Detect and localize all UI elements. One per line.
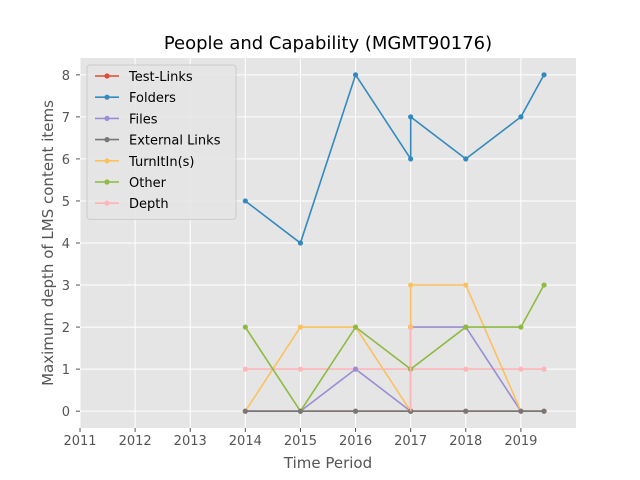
legend-box [86, 64, 237, 220]
legend-label: External Links [129, 134, 221, 149]
legend-item-files: Files [95, 112, 158, 127]
legend-label: Folders [129, 91, 176, 106]
series-line-folders [244, 72, 545, 245]
data-point-folders [518, 114, 524, 120]
series-layer [242, 72, 547, 414]
x-tick-label: 2016 [339, 434, 372, 449]
legend-item-turnitin-s: TurnItIn(s) [95, 155, 194, 170]
legend-label: Depth [129, 197, 169, 212]
legend-item-folders: Folders [95, 91, 176, 106]
x-tick-label: 2013 [174, 434, 207, 449]
data-point-depth [463, 366, 469, 372]
data-point-other [541, 282, 547, 288]
x-tick-label: 2017 [394, 434, 427, 449]
y-tick-label: 6 [62, 153, 70, 168]
series-folders [242, 72, 547, 246]
y-tick-label: 5 [62, 195, 70, 210]
legend-swatch-marker [104, 137, 110, 143]
legend-item-depth: Depth [95, 197, 169, 212]
data-point-external-links [297, 408, 304, 414]
legend-item-other: Other [95, 176, 167, 191]
data-point-turnitin-s [463, 282, 469, 288]
legend-label: Files [129, 112, 158, 127]
legend-item-external-links: External Links [95, 134, 221, 149]
x-tick-label: 2014 [229, 434, 262, 449]
y-tick-label: 7 [62, 111, 70, 126]
data-point-external-links [541, 408, 547, 414]
y-tick-label: 8 [62, 69, 70, 84]
data-point-folders [541, 72, 547, 78]
data-point-files [352, 366, 359, 372]
y-tick-label: 0 [62, 405, 70, 420]
legend-swatch-marker [104, 200, 110, 206]
series-external-links [242, 408, 547, 414]
legend-swatch-marker [104, 115, 110, 121]
data-point-depth [541, 366, 547, 372]
data-point-turnitin-s [408, 282, 414, 288]
data-point-external-links [352, 408, 359, 414]
legend-swatch-marker [104, 94, 110, 100]
legend-swatch-marker [104, 158, 110, 164]
data-point-depth [297, 366, 304, 372]
data-point-other [352, 324, 359, 330]
data-point-other [242, 324, 248, 330]
chart-title: People and Capability (MGMT90176) [164, 33, 492, 54]
data-point-other [463, 324, 469, 330]
data-point-external-links [463, 408, 469, 414]
tick-labels: 2011 2012 2013 2014 2015 2016 2017 2018 2019 0 1 2 3… [62, 69, 538, 449]
data-point-external-links [242, 408, 248, 414]
legend-swatch-marker [104, 73, 110, 79]
data-point-turnitin-s [297, 324, 304, 330]
x-axis-title: Time Period [283, 454, 372, 472]
legend: Test-Links Folders Files External Links Turn… [86, 64, 237, 220]
data-point-folders [297, 240, 304, 246]
x-tick-label: 2015 [284, 434, 317, 449]
legend-label: TurnItIn(s) [128, 155, 194, 170]
y-tick-label: 3 [62, 279, 70, 294]
data-point-folders [352, 72, 359, 78]
data-point-depth [242, 366, 248, 372]
data-point-folders [242, 198, 248, 204]
legend-swatch-marker [104, 179, 110, 185]
y-tick-label: 2 [62, 321, 70, 336]
x-tick-label: 2011 [63, 434, 96, 449]
x-tick-label: 2018 [449, 434, 482, 449]
y-tick-label: 4 [62, 237, 70, 252]
legend-label: Other [129, 176, 167, 191]
data-point-depth [518, 366, 524, 372]
y-axis-title: Maximum depth of LMS content items [39, 100, 57, 386]
data-point-folders [408, 156, 414, 162]
data-point-folders [408, 114, 414, 120]
data-point-external-links [518, 408, 524, 414]
data-point-other [518, 324, 524, 330]
legend-item-test-links: Test-Links [95, 70, 193, 85]
legend-label: Test-Links [128, 70, 193, 85]
data-point-folders [463, 156, 469, 162]
x-tick-label: 2012 [119, 434, 152, 449]
y-tick-label: 1 [62, 363, 70, 378]
x-tick-label: 2019 [504, 434, 537, 449]
